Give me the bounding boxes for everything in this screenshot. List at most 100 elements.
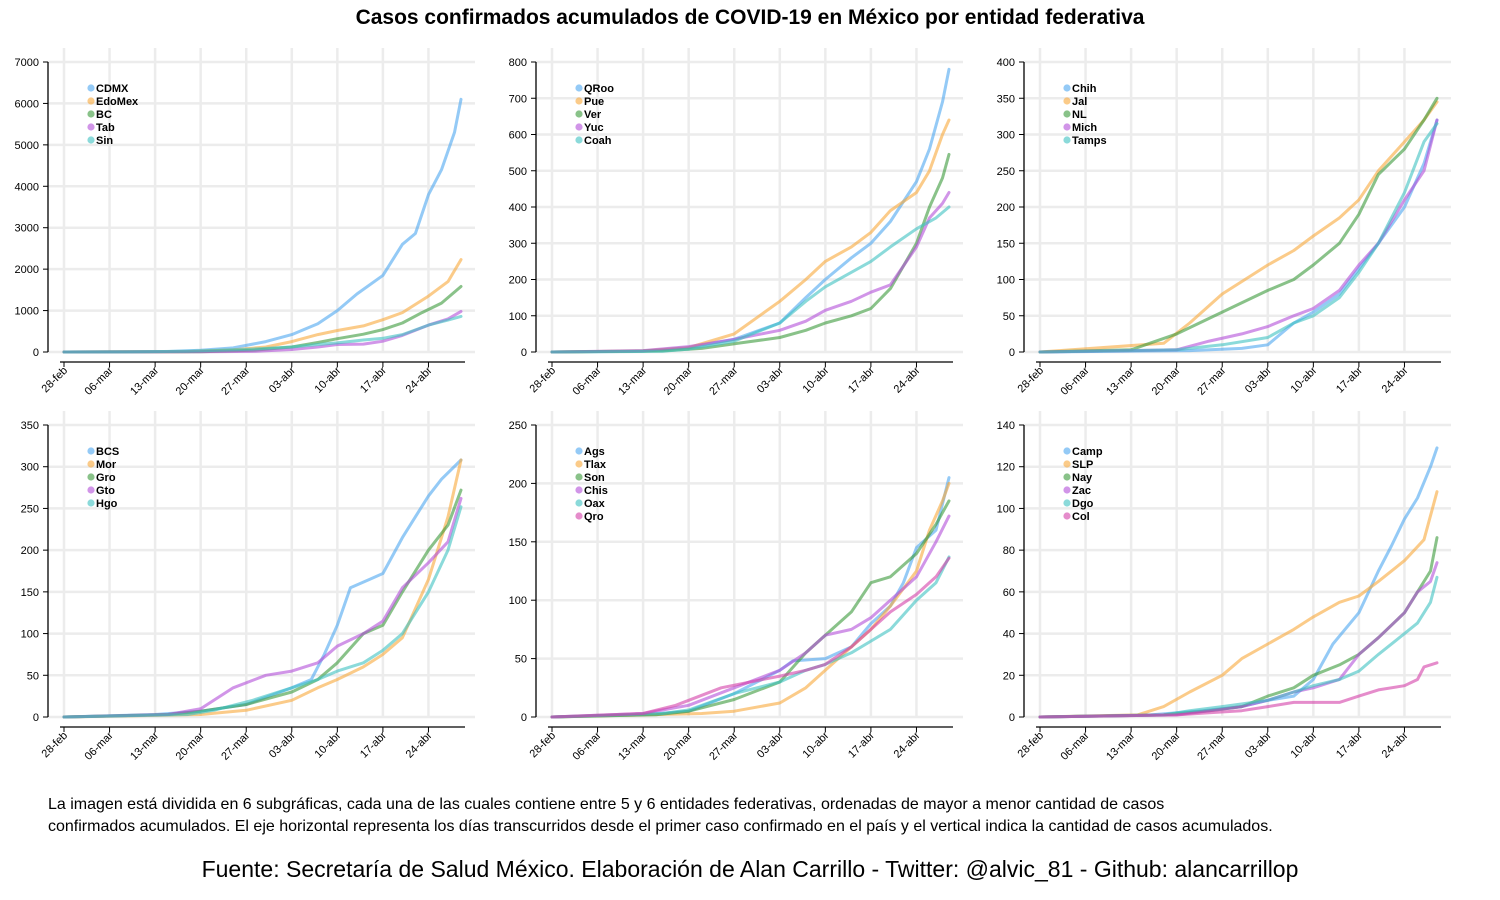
y-tick-label: 0: [33, 347, 39, 359]
series-line-mor: [62, 458, 463, 719]
x-tick-label: 06-mar: [571, 729, 604, 762]
x-tick-label: 17-abr: [358, 729, 389, 760]
x-tick-label: 03-abr: [755, 729, 786, 760]
legend-marker: [1063, 84, 1071, 92]
legend-label: Hgo: [96, 498, 118, 510]
x-tick-label: 24-abr: [1380, 364, 1411, 395]
legend-marker: [1063, 486, 1071, 494]
y-tick-label: 100: [509, 311, 527, 323]
y-tick-label: 50: [515, 654, 527, 666]
x-tick-label: 28-feb: [1016, 365, 1047, 396]
y-tick-label: 400: [997, 57, 1015, 69]
legend-marker: [1063, 136, 1071, 144]
x-tick-label: 27-mar: [707, 729, 740, 762]
y-tick-label: 40: [1003, 629, 1015, 641]
series-line-hgo: [62, 505, 463, 719]
y-tick-label: 4000: [15, 181, 39, 193]
legend-marker: [87, 136, 95, 144]
y-tick-label: 80: [1003, 545, 1015, 557]
legend-marker: [575, 136, 583, 144]
y-tick-label: 350: [21, 420, 39, 432]
y-tick-label: 150: [509, 537, 527, 549]
subplot-3: 0 50 100 150 200 250 300 350 400 28-feb 06-mar 13-m…: [997, 48, 1451, 398]
legend-marker: [1063, 97, 1071, 105]
y-tick-label: 20: [1003, 670, 1015, 682]
source-note: Fuente: Secretaría de Salud México. Elab…: [201, 856, 1299, 882]
series-line-dgo: [1038, 575, 1439, 719]
x-tick-label: 03-abr: [755, 364, 786, 395]
y-tick-label: 150: [997, 238, 1015, 250]
legend-marker: [575, 460, 583, 468]
x-tick-label: 28-feb: [40, 730, 71, 761]
legend-marker: [1063, 447, 1071, 455]
y-tick-label: 500: [509, 166, 527, 178]
y-tick-label: 300: [997, 130, 1015, 142]
x-tick-label: 28-feb: [40, 365, 71, 396]
legend-label: SLP: [1072, 459, 1093, 471]
legend-label: CDMX: [96, 83, 129, 95]
x-tick-label: 10-abr: [312, 729, 343, 760]
x-tick-label: 20-mar: [662, 364, 695, 397]
legend-label: Tlax: [584, 459, 607, 471]
subplot-4: 0 50 100 150 200 250 300 350 28-feb 06-mar 13-mar 2…: [21, 411, 475, 763]
x-tick-label: 03-abr: [1243, 364, 1274, 395]
y-tick-label: 200: [509, 478, 527, 490]
x-tick-label: 20-mar: [174, 729, 207, 762]
y-tick-label: 0: [1009, 347, 1015, 359]
y-tick-label: 60: [1003, 587, 1015, 599]
series-line-yuc: [550, 191, 951, 354]
legend-label: Dgo: [1072, 498, 1094, 510]
x-tick-label: 10-abr: [1288, 729, 1319, 760]
series-line-pue: [550, 118, 951, 354]
legend-label: Qro: [584, 511, 604, 523]
y-tick-label: 800: [509, 57, 527, 69]
legend-marker: [575, 97, 583, 105]
x-tick-label: 17-abr: [846, 364, 877, 395]
legend-label: Pue: [584, 96, 604, 108]
legend-label: Mor: [96, 459, 117, 471]
series-line-gto: [62, 496, 463, 719]
legend-marker: [1063, 110, 1071, 118]
x-tick-label: 27-mar: [707, 364, 740, 397]
x-tick-label: 03-abr: [267, 729, 298, 760]
legend-marker: [87, 499, 95, 507]
y-tick-label: 140: [997, 420, 1015, 432]
x-tick-label: 27-mar: [219, 364, 252, 397]
series-line-slp: [1038, 490, 1439, 719]
x-tick-label: 17-abr: [1334, 364, 1365, 395]
legend-marker: [575, 486, 583, 494]
y-tick-label: 200: [21, 545, 39, 557]
legend-marker: [575, 123, 583, 131]
y-tick-label: 0: [521, 712, 527, 724]
legend-label: Chis: [584, 485, 608, 497]
series-line-qro: [550, 556, 951, 719]
x-tick-label: 27-mar: [1195, 729, 1228, 762]
legend-marker: [87, 84, 95, 92]
x-tick-label: 06-mar: [1059, 364, 1092, 397]
y-tick-label: 0: [521, 347, 527, 359]
series-line-edomex: [62, 258, 463, 354]
x-tick-label: 28-feb: [1016, 730, 1047, 761]
y-tick-label: 5000: [15, 140, 39, 152]
legend-label: Gto: [96, 485, 115, 497]
x-tick-label: 13-mar: [128, 729, 161, 762]
y-tick-label: 3000: [15, 223, 39, 235]
y-tick-label: 2000: [15, 264, 39, 276]
x-tick-label: 28-feb: [528, 365, 559, 396]
subplot-1: 0 1000 2000 3000 4000 5000 6000 7000 28-feb 06-ma…: [15, 48, 475, 398]
series-line-jal: [1038, 100, 1439, 354]
series-line-zac: [1038, 561, 1439, 719]
y-tick-label: 100: [509, 595, 527, 607]
series-line-ver: [550, 152, 951, 354]
y-tick-label: 250: [509, 420, 527, 432]
y-tick-label: 50: [27, 670, 39, 682]
x-tick-label: 24-abr: [404, 729, 435, 760]
series-line-mich: [1038, 118, 1439, 354]
caption-line-2: confirmados acumulados. El eje horizonta…: [48, 818, 1273, 835]
x-tick-label: 24-abr: [892, 364, 923, 395]
legend-label: Tamps: [1072, 135, 1107, 147]
y-tick-label: 0: [33, 712, 39, 724]
legend-label: Oax: [584, 498, 606, 510]
y-tick-label: 100: [21, 629, 39, 641]
